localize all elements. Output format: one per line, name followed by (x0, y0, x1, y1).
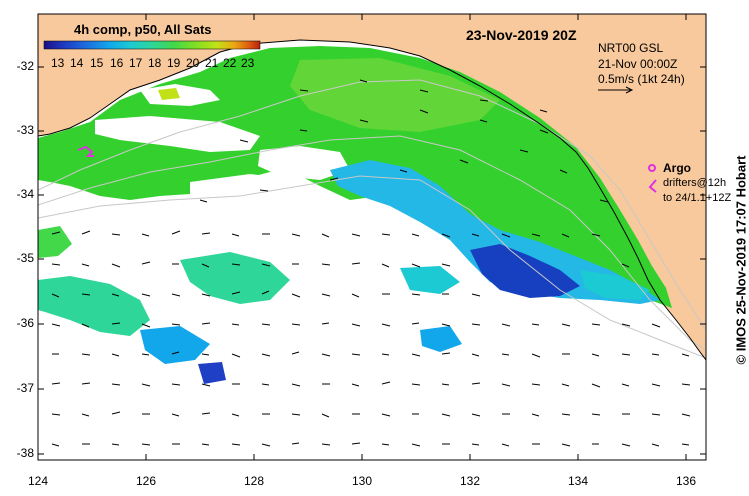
sst-fragment-cold (198, 362, 226, 384)
x-tick-label: 132 (459, 474, 481, 488)
colorbar-tick: 17 (129, 56, 143, 70)
cloud-gap-3 (258, 146, 350, 180)
argo-markers (77, 145, 657, 193)
colorbar-tick: 22 (223, 56, 237, 70)
colorbar-tick: 20 (186, 56, 200, 70)
y-tick-label: -34 (16, 187, 34, 201)
colorbar-tick: 18 (148, 56, 162, 70)
y-tick-label: -35 (16, 251, 34, 265)
sst-fragment-west2 (38, 226, 72, 258)
plot-frame (37, 13, 707, 461)
colorbar-tick: 13 (51, 56, 65, 70)
sst-fragment-west (38, 276, 150, 336)
cloud-gap-4 (190, 174, 310, 208)
cloud-gap-1 (140, 84, 220, 106)
sst-yellow-spot (158, 88, 180, 100)
sst-fragment-south (420, 326, 462, 352)
current-arrows (51, 79, 691, 447)
y-tick-label: -32 (16, 59, 34, 73)
y-tick-label: -33 (16, 123, 34, 137)
colorbar-tick: 23 (241, 56, 255, 70)
drifter-legend-line1: drifters@12h (663, 177, 727, 189)
sst-fragment-mid (180, 252, 290, 304)
bathymetry-contours (38, 79, 706, 359)
x-tick-label: 130 (351, 474, 373, 488)
y-tick-label: -37 (16, 381, 34, 395)
sst-fragment-central (400, 266, 460, 294)
sst-cool-patch (330, 160, 660, 304)
x-tick-label: 124 (27, 474, 49, 488)
imos-credit: © IMOS 25-Nov-2019 17:07 Hobart (733, 155, 749, 365)
colorbar-tick: 21 (205, 56, 219, 70)
drifter-legend-line2: to 24/1.1+12Z (663, 192, 732, 204)
sst-mid-shelf (290, 58, 500, 132)
land-mass (38, 14, 706, 360)
sst-fragment-sw (140, 326, 210, 364)
current-scale-label: 0.5m/s (1kt 24h) (598, 72, 685, 86)
colorbar (43, 40, 261, 50)
argo-legend-label: Argo (663, 161, 691, 175)
y-tick-label: -38 (16, 446, 34, 460)
product-label: 4h comp, p50, All Sats (74, 22, 212, 37)
coastline (38, 39, 706, 361)
colorbar-tick: 16 (110, 56, 124, 70)
scale-arrow (598, 86, 634, 94)
x-tick-label: 128 (243, 474, 265, 488)
x-tick-label: 136 (675, 474, 697, 488)
y-tick-label: -36 (16, 316, 34, 330)
current-model-label: NRT00 GSL (598, 41, 664, 55)
cloud-gap-2 (95, 116, 260, 152)
date-title: 23-Nov-2019 20Z (466, 27, 577, 43)
colorbar-tick: 15 (90, 56, 104, 70)
current-time-label: 21-Nov 00:00Z (598, 57, 678, 71)
colorbar-tick: 14 (70, 56, 84, 70)
x-tick-label: 134 (567, 474, 589, 488)
sst-cyan-edge (580, 270, 650, 300)
colorbar-tick: 19 (167, 56, 181, 70)
x-tick-label: 126 (135, 474, 157, 488)
tick-marks (37, 14, 706, 460)
